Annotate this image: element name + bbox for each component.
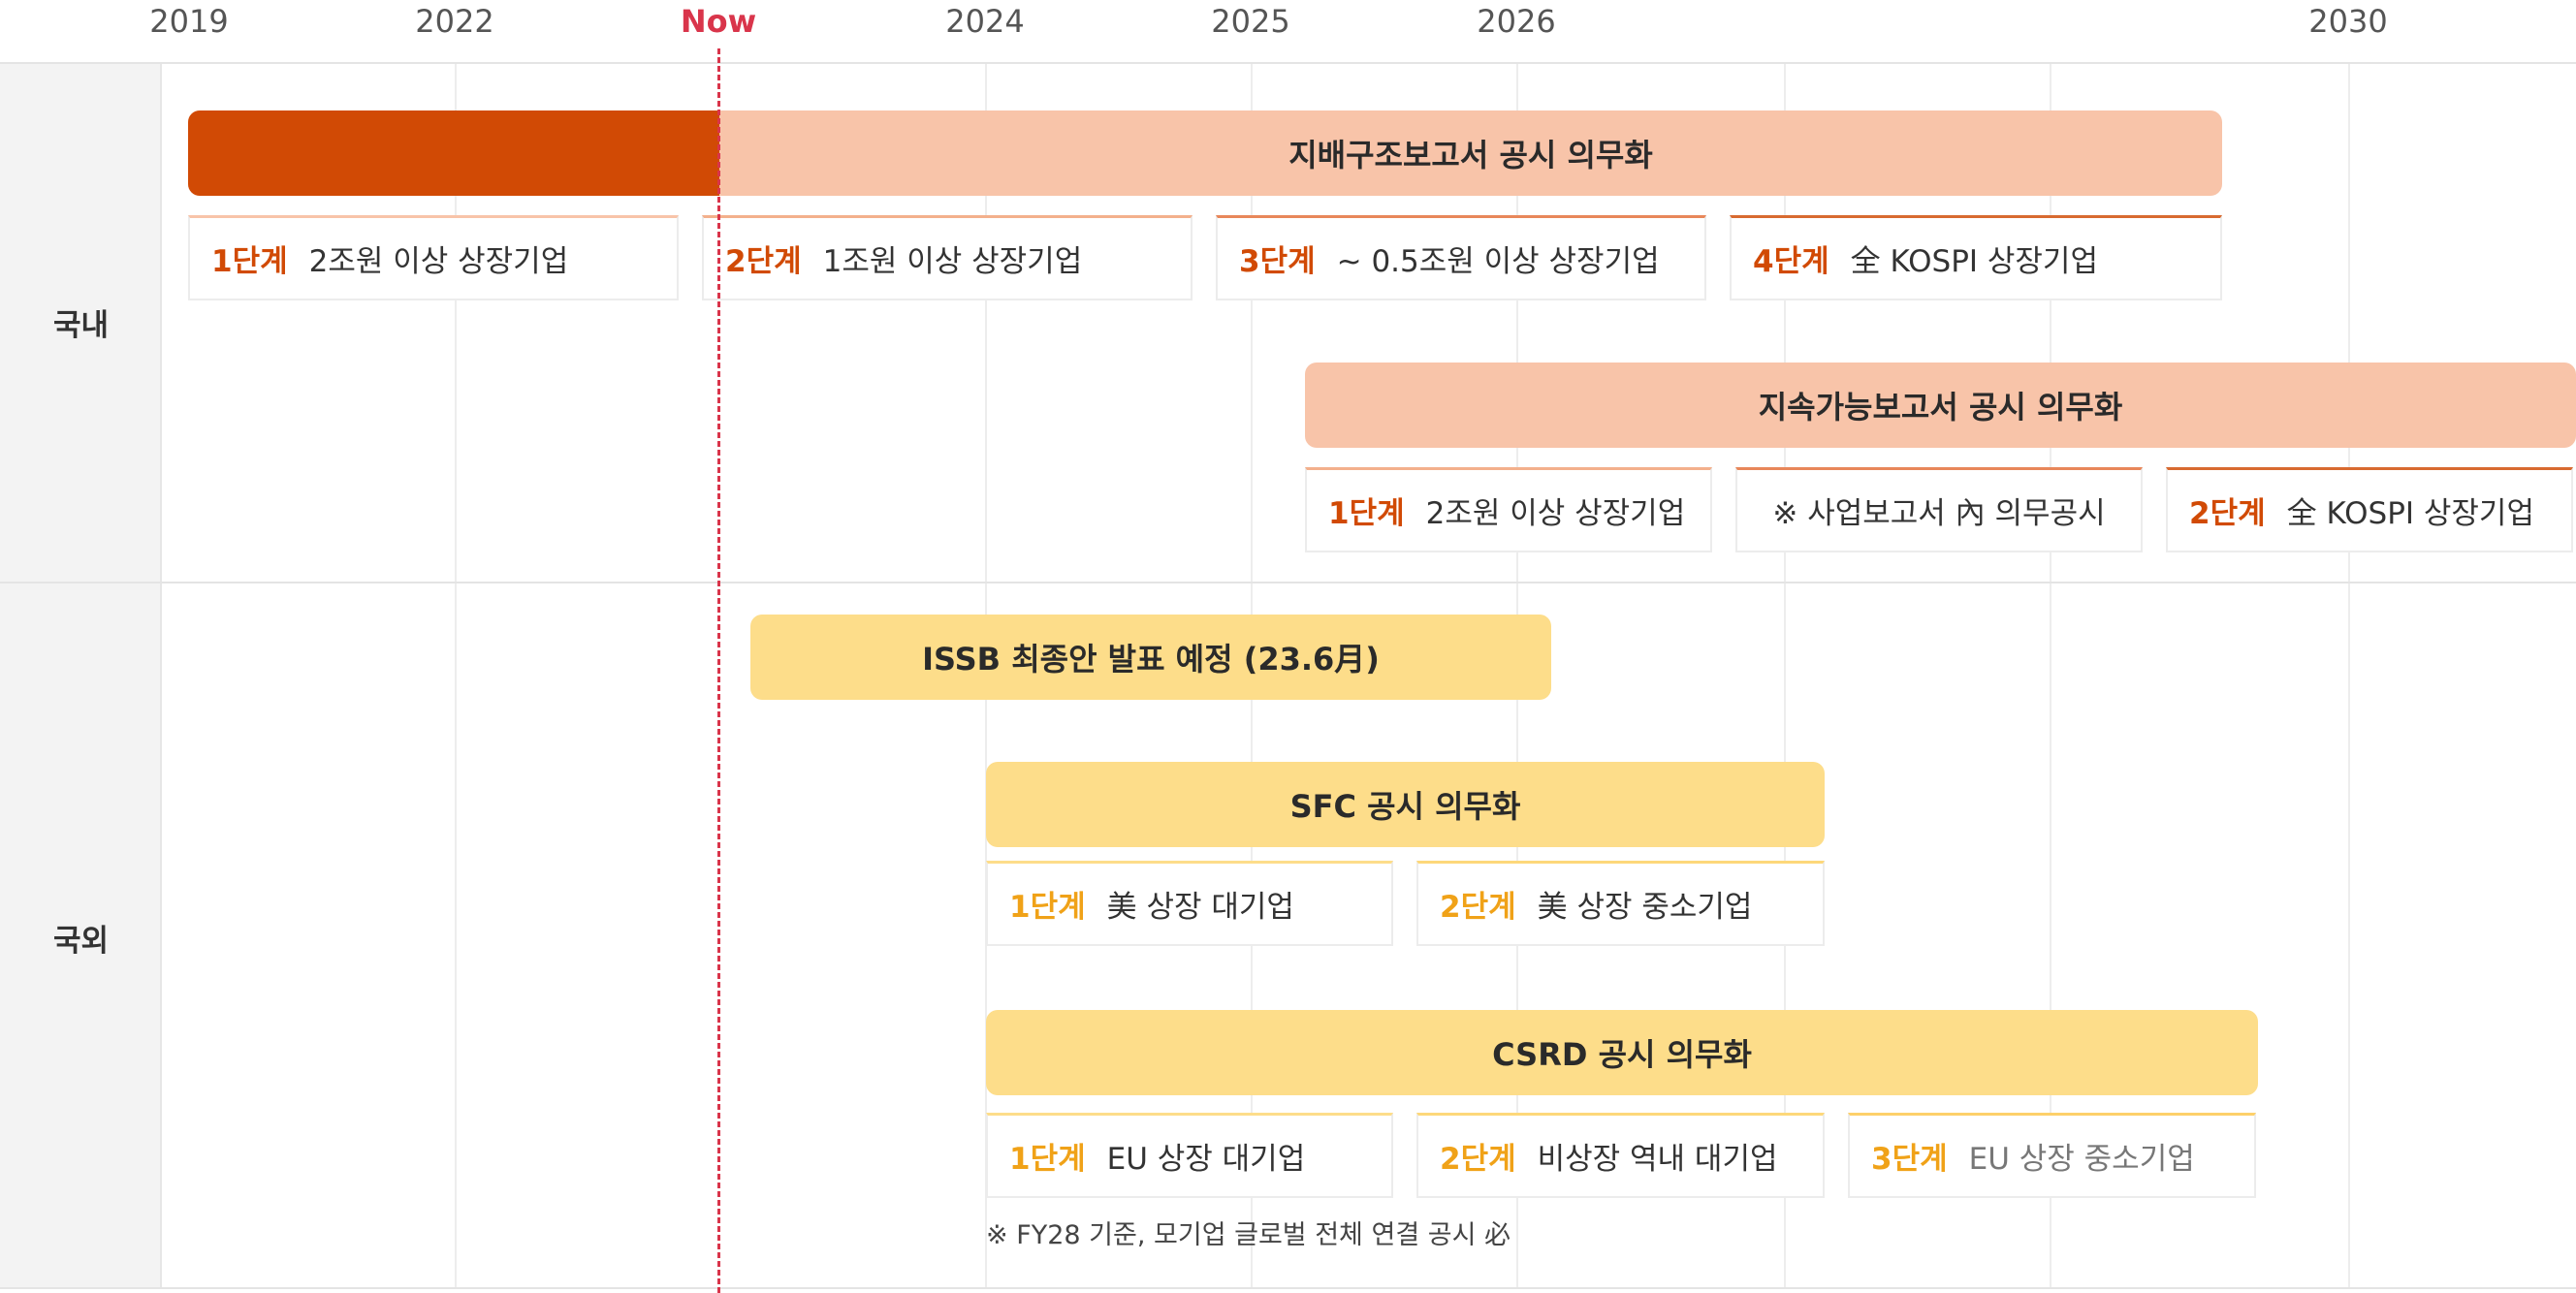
year-2030: 2030 (2308, 3, 2388, 40)
stage-text: EU 상장 중소기업 (1968, 1142, 2195, 1177)
row-label-domestic: 국내 (52, 308, 110, 343)
issb-bar: ISSB 최종안 발표 예정 (23.6月) (750, 615, 1551, 700)
stage-level: 1단계 (211, 244, 288, 279)
year-2022: 2022 (415, 3, 494, 40)
governance-bar (188, 110, 2222, 196)
year-2025: 2025 (1211, 3, 1290, 40)
sustainability-note-card: ※ 사업보고서 內 의무공시 (1735, 467, 2143, 552)
stage-text: 全 KOSPI 상장기업 (1850, 244, 2098, 279)
stage-text: ~ 0.5조원 이상 상장기업 (1336, 244, 1660, 279)
stage-text: 全 KOSPI 상장기업 (2286, 496, 2534, 531)
stage-level: 4단계 (1753, 244, 1829, 279)
overseas-side (0, 583, 162, 1289)
governance-stage-4: 4단계 全 KOSPI 상장기업 (1730, 215, 2222, 300)
stage-level: 2단계 (725, 244, 802, 279)
header-divider (0, 62, 2576, 64)
sfc-bar: SFC 공시 의무화 (986, 762, 1825, 847)
stage-text: EU 상장 대기업 (1106, 1142, 1306, 1177)
csrd-stage-2: 2단계 비상장 역내 대기업 (1416, 1113, 1825, 1198)
bottom-divider (0, 1287, 2576, 1289)
sfc-stage-2: 2단계 美 상장 중소기업 (1416, 861, 1825, 946)
stage-level: 1단계 (1009, 1142, 1086, 1177)
stage-level: 1단계 (1328, 496, 1405, 531)
governance-stage-2: 2단계 1조원 이상 상장기업 (702, 215, 1193, 300)
csrd-stage-3: 3단계 EU 상장 중소기업 (1848, 1113, 2256, 1198)
stage-text: ※ 사업보고서 內 의무공시 (1772, 496, 2106, 531)
stage-text: 1조원 이상 상장기업 (822, 244, 1083, 279)
stage-level: 3단계 (1239, 244, 1316, 279)
csrd-footnote: ※ FY28 기준, 모기업 글로벌 전체 연결 공시 必 (986, 1220, 1511, 1250)
row-divider (0, 582, 2576, 583)
stage-level: 3단계 (1871, 1142, 1948, 1177)
stage-level: 2단계 (2189, 496, 2266, 531)
csrd-bar: CSRD 공시 의무화 (986, 1010, 2258, 1095)
now-marker-line (717, 48, 720, 1293)
year-2026: 2026 (1477, 3, 1556, 40)
grid-line (2050, 64, 2051, 1287)
governance-stage-1: 1단계 2조원 이상 상장기업 (188, 215, 679, 300)
csrd-stage-1: 1단계 EU 상장 대기업 (986, 1113, 1393, 1198)
sfc-stage-1: 1단계 美 상장 대기업 (986, 861, 1393, 946)
year-2024: 2024 (945, 3, 1025, 40)
stage-text: 2조원 이상 상장기업 (1425, 496, 1686, 531)
sustainability-stage-2: 2단계 全 KOSPI 상장기업 (2166, 467, 2573, 552)
stage-text: 비상장 역내 대기업 (1537, 1142, 1778, 1177)
stage-text: 美 상장 중소기업 (1537, 890, 1753, 925)
year-now: Now (680, 3, 757, 40)
grid-line (1784, 64, 1786, 1287)
row-label-overseas: 국외 (52, 924, 110, 959)
sustainability-bar: 지속가능보고서 공시 의무화 (1305, 363, 2576, 448)
year-2019: 2019 (149, 3, 229, 40)
governance-bar-label: 지배구조보고서 공시 의무화 (1288, 137, 1653, 173)
governance-bar-progress (188, 110, 719, 196)
domestic-side (0, 64, 162, 582)
stage-text: 2조원 이상 상장기업 (308, 244, 569, 279)
grid-line (455, 64, 457, 1287)
stage-text: 美 상장 대기업 (1106, 890, 1294, 925)
stage-level: 2단계 (1440, 890, 1516, 925)
governance-stage-3: 3단계 ~ 0.5조원 이상 상장기업 (1216, 215, 1706, 300)
sustainability-stage-1: 1단계 2조원 이상 상장기업 (1305, 467, 1712, 552)
stage-level: 1단계 (1009, 890, 1086, 925)
stage-level: 2단계 (1440, 1142, 1516, 1177)
grid-line (2348, 64, 2350, 1287)
